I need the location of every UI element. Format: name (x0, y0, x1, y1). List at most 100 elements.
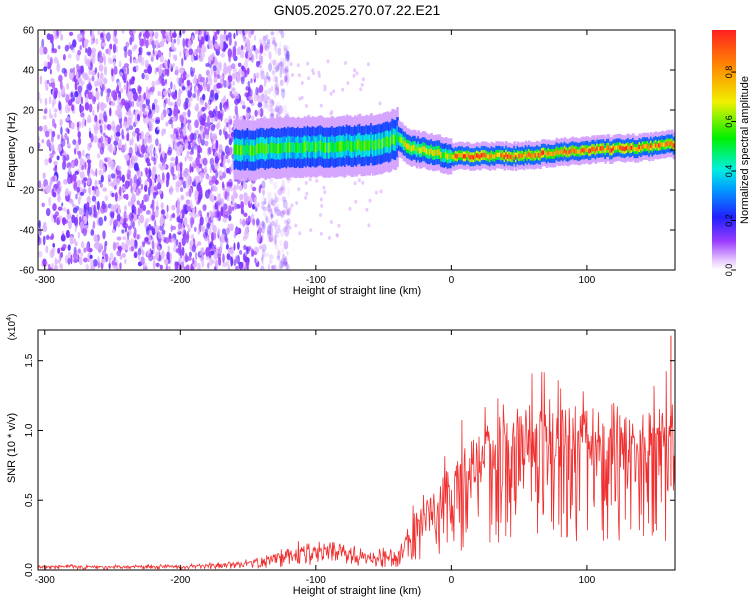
noise-mark (116, 236, 122, 241)
noise-mark (110, 160, 115, 171)
noise-mark (268, 207, 271, 215)
ridge-mark (568, 149, 572, 154)
noise-mark (164, 79, 167, 84)
noise-mark (96, 200, 100, 211)
noise-mark (252, 249, 255, 257)
ridge-mark (431, 150, 435, 157)
noise-mark (49, 34, 54, 44)
noise-mark (348, 206, 352, 211)
noise-mark (239, 194, 242, 203)
noise-mark (202, 204, 207, 212)
noise-mark (54, 112, 57, 118)
noise-mark (374, 190, 378, 195)
noise-mark (272, 36, 276, 44)
noise-mark (127, 116, 132, 126)
noise-mark (85, 263, 89, 270)
ridge-mark (373, 140, 376, 151)
noise-mark (108, 262, 111, 270)
noise-mark (300, 81, 304, 85)
ridge-mark (664, 142, 668, 147)
noise-mark (166, 204, 169, 213)
noise-mark (274, 85, 278, 96)
ridge-mark (272, 143, 276, 153)
noise-mark (309, 228, 313, 233)
ridge-mark (501, 152, 505, 158)
noise-mark (165, 212, 169, 219)
ridge-mark (352, 141, 355, 152)
noise-mark (67, 53, 72, 59)
noise-mark (278, 259, 281, 264)
noise-mark (193, 226, 197, 232)
noise-mark (230, 63, 236, 70)
ridge-mark (418, 147, 422, 154)
noise-mark (167, 146, 173, 154)
ridge-mark (614, 145, 617, 151)
noise-mark (157, 126, 160, 131)
noise-mark (70, 92, 74, 98)
noise-mark (276, 209, 281, 217)
snr-frame (37, 329, 676, 571)
noise-mark (146, 30, 150, 39)
noise-mark (120, 144, 126, 153)
noise-mark (85, 47, 88, 54)
noise-mark (119, 186, 122, 197)
noise-mark (79, 45, 82, 51)
noise-mark (227, 264, 231, 270)
noise-mark (270, 197, 274, 206)
noise-mark (181, 57, 184, 67)
noise-mark (124, 142, 127, 151)
noise-mark (276, 105, 282, 116)
noise-mark (69, 68, 74, 73)
noise-mark (268, 223, 272, 229)
noise-mark (262, 35, 266, 44)
noise-mark (125, 127, 130, 132)
ridge-mark (632, 144, 635, 150)
noise-mark (45, 245, 49, 254)
noise-mark (282, 196, 287, 203)
noise-mark (64, 104, 70, 114)
noise-mark (173, 84, 176, 91)
noise-mark (129, 177, 133, 187)
noise-mark (168, 119, 174, 125)
noise-mark (197, 47, 202, 54)
ridge-mark (420, 147, 424, 154)
noise-mark (319, 213, 322, 217)
noise-mark (285, 69, 288, 76)
noise-mark (287, 264, 290, 270)
noise-mark (298, 231, 302, 236)
noise-mark (207, 74, 212, 83)
noise-mark (77, 231, 80, 239)
noise-mark (261, 243, 267, 252)
noise-mark (81, 34, 85, 40)
noise-mark (283, 47, 289, 57)
noise-mark (258, 223, 264, 234)
noise-mark (175, 155, 179, 166)
noise-mark (229, 223, 234, 232)
noise-mark (225, 260, 230, 266)
noise-mark (169, 30, 172, 37)
noise-mark (280, 185, 283, 194)
noise-mark (267, 263, 271, 270)
noise-mark (171, 40, 175, 51)
noise-mark (221, 181, 225, 189)
ridge-mark (562, 150, 565, 155)
noise-mark (152, 191, 157, 199)
noise-mark (93, 135, 98, 143)
noise-mark (220, 197, 225, 207)
noise-mark (207, 115, 210, 126)
ridge-mark (332, 142, 336, 153)
ridge-mark (305, 142, 308, 153)
noise-mark (286, 218, 291, 224)
noise-mark (131, 100, 135, 108)
noise-mark (176, 204, 181, 214)
noise-mark (279, 211, 285, 217)
noise-mark (118, 246, 123, 251)
noise-mark (226, 158, 231, 164)
noise-mark (264, 197, 267, 205)
noise-mark (263, 75, 269, 84)
noise-mark (269, 254, 275, 260)
noise-mark (68, 220, 72, 230)
noise-mark (52, 81, 56, 90)
